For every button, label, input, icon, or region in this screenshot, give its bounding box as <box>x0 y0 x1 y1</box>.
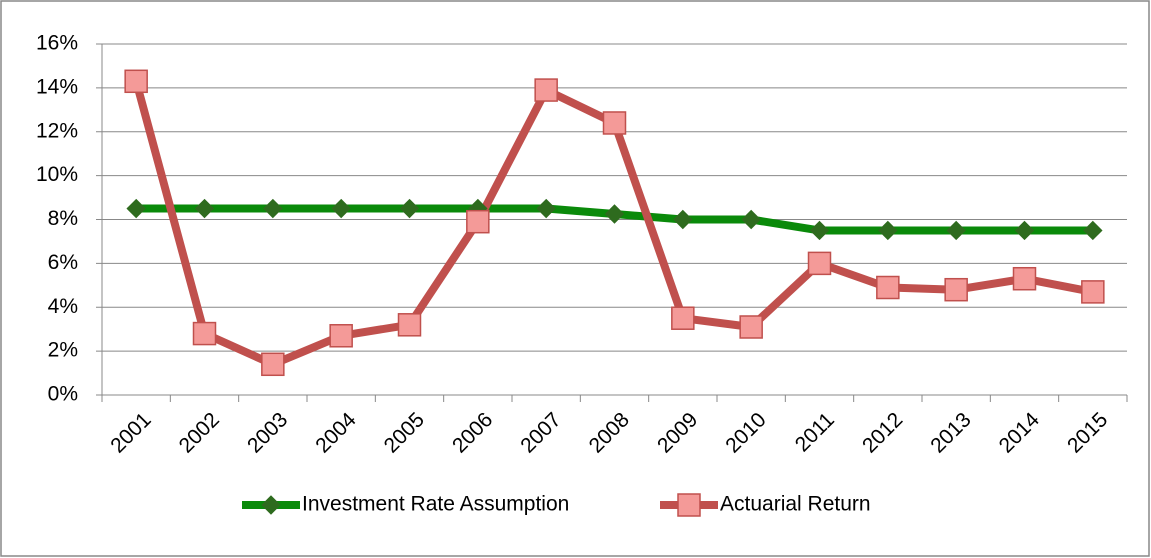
y-tick-label: 0% <box>48 383 78 406</box>
marker <box>1012 266 1037 291</box>
marker <box>536 198 556 219</box>
marker <box>194 198 215 219</box>
marker <box>602 111 627 135</box>
y-tick-label: 4% <box>48 295 78 318</box>
y-tick-label: 6% <box>48 251 78 274</box>
marker <box>263 198 283 219</box>
marker <box>261 352 285 377</box>
y-tick-label: 12% <box>36 119 78 142</box>
marker <box>534 78 558 102</box>
marker <box>946 220 966 241</box>
marker <box>604 204 625 224</box>
marker <box>673 209 693 230</box>
marker <box>671 306 695 330</box>
marker <box>397 313 422 337</box>
marker <box>807 251 832 276</box>
marker <box>126 198 146 219</box>
marker <box>331 198 351 219</box>
marker <box>466 209 490 234</box>
marker <box>399 198 420 219</box>
marker <box>329 324 353 348</box>
marker <box>1083 220 1103 241</box>
marker <box>944 277 968 302</box>
marker <box>1081 280 1105 304</box>
y-tick-label: 10% <box>36 163 78 186</box>
marker <box>124 69 148 94</box>
y-tick-label: 8% <box>48 207 78 230</box>
marker <box>809 220 830 241</box>
y-tick-label: 14% <box>36 75 78 98</box>
marker <box>878 220 898 241</box>
legend-marker <box>261 495 281 515</box>
legend-label: Actuarial Return <box>720 493 871 516</box>
marker <box>739 315 763 339</box>
legend-label: Investment Rate Assumption <box>302 493 569 516</box>
marker <box>741 209 761 230</box>
y-tick-label: 16% <box>36 32 78 55</box>
legend-marker <box>677 493 701 517</box>
marker <box>192 321 217 346</box>
y-tick-label: 2% <box>48 339 78 362</box>
marker <box>1014 220 1035 241</box>
marker <box>876 275 900 300</box>
